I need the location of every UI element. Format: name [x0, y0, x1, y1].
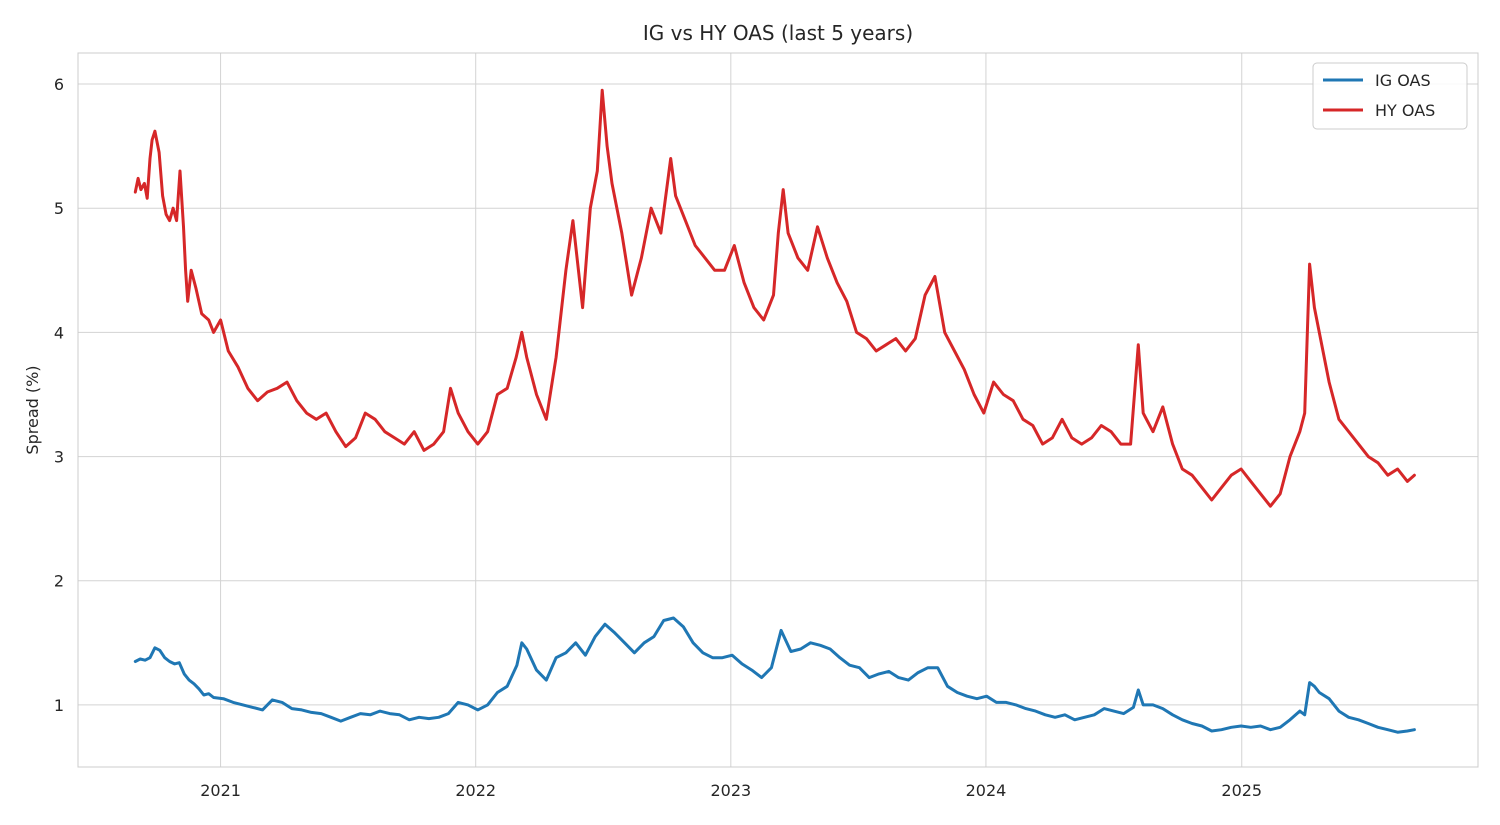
legend-label: HY OAS — [1375, 101, 1435, 120]
legend-label: IG OAS — [1375, 71, 1431, 90]
y-tick-label: 4 — [54, 323, 64, 342]
series-line-hy-oas — [133, 88, 1416, 508]
legend: IG OAS HY OAS — [1312, 62, 1468, 130]
plot-frame — [77, 52, 1479, 768]
y-tick-label: 2 — [54, 572, 64, 591]
y-tick-labels: 1 2 3 4 5 6 — [54, 75, 64, 715]
grid — [78, 53, 1478, 767]
series-layer — [133, 88, 1416, 734]
x-tick-labels: 2021 2022 2023 2024 2025 — [200, 781, 1262, 800]
y-tick-label: 1 — [54, 696, 64, 715]
y-tick-label: 3 — [54, 448, 64, 467]
y-tick-label: 5 — [54, 199, 64, 218]
y-axis-label: Spread (%) — [23, 365, 42, 454]
series-line-ig-oas — [133, 616, 1416, 734]
x-tick-label: 2021 — [200, 781, 241, 800]
x-tick-label: 2025 — [1221, 781, 1262, 800]
x-tick-label: 2023 — [710, 781, 751, 800]
x-tick-label: 2024 — [966, 781, 1007, 800]
y-tick-label: 6 — [54, 75, 64, 94]
chart-title: IG vs HY OAS (last 5 years) — [643, 21, 913, 45]
x-tick-label: 2022 — [455, 781, 496, 800]
